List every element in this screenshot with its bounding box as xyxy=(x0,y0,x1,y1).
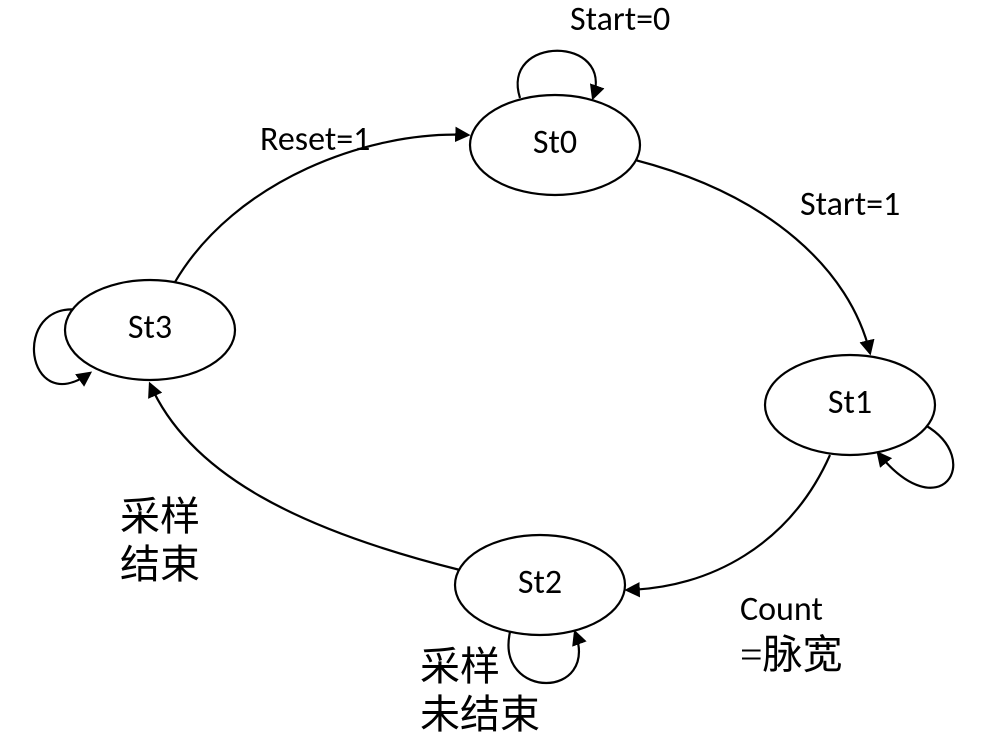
edge-st1-st2-label-line1: Count xyxy=(740,589,823,630)
edge-st1-st2 xyxy=(627,455,830,590)
selfloop-st0-label: Start=0 xyxy=(570,0,670,40)
state-st0-label: St0 xyxy=(533,122,577,163)
edge-st3-st0-label: Reset=1 xyxy=(260,119,370,160)
selfloop-st2 xyxy=(509,632,579,683)
edge-st2-st3-label-line2: 结束 xyxy=(120,542,200,587)
state-st2-label: St2 xyxy=(518,562,562,603)
selfloop-st0 xyxy=(518,51,596,98)
edge-st1-st2-label-line2: =脉宽 xyxy=(740,632,843,677)
selfloop-st2-label-line1: 采样 xyxy=(420,644,500,689)
selfloop-st2-label-line2: 未结束 xyxy=(420,692,540,737)
edge-st2-st3-label-line1: 采样 xyxy=(120,494,200,539)
state-st1-label: St1 xyxy=(828,382,872,423)
edge-st0-st1-label: Start=1 xyxy=(800,184,900,225)
state-diagram: Start=1 Count =脉宽 采样 结束 Reset=1 Start=0 … xyxy=(0,0,1000,751)
state-st3-label: St3 xyxy=(128,307,172,348)
